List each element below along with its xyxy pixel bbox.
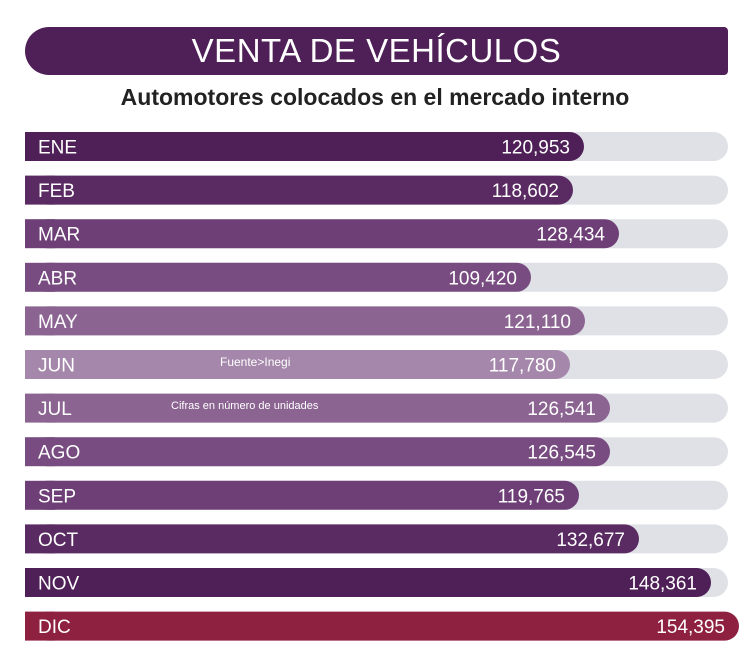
month-label: JUN [38,356,75,377]
bar-jun [33,350,570,379]
bar-may [33,306,585,336]
value-label: 121,110 [504,312,571,333]
value-label: 119,765 [498,486,565,507]
month-label: OCT [38,530,79,551]
value-label: 148,361 [628,574,697,595]
bar-abr [33,262,531,292]
bar-jun-start [25,350,55,379]
bar-abr-start [25,262,55,292]
bar-dic [33,611,739,641]
title-band: VENTA DE VEHÍCULOS [25,27,728,75]
bar-ene-start [25,132,55,161]
bar-may-start [25,306,55,336]
bar-jul [33,393,610,423]
bar-oct-start [25,524,55,554]
bar-ago [33,437,610,467]
bar-mar [33,219,619,249]
bar-dic-start [25,611,55,641]
value-label: 128,434 [536,225,605,246]
month-label: MAY [38,312,78,333]
month-label: DIC [38,617,71,638]
value-label: 118,602 [492,181,559,202]
bar-sep-start [25,480,55,510]
value-label: 154,395 [656,617,725,638]
month-label: ABR [38,268,77,289]
bar-feb-start [25,175,55,205]
bar-jul-start [25,393,55,423]
bar-ene [33,132,584,161]
chart-title: VENTA DE VEHÍCULOS [191,32,562,69]
value-label: 132,677 [556,530,625,551]
value-label: 120,953 [501,138,570,159]
bar-ago-start [25,437,55,467]
value-label: 109,420 [448,268,517,289]
month-label: MAR [38,225,80,246]
month-label: ENE [38,138,77,159]
bar-oct [33,524,639,554]
month-label: JUL [38,399,72,420]
month-label: NOV [38,574,80,595]
value-label: 117,780 [489,356,556,377]
month-label: FEB [38,181,75,202]
bar-mar-start [25,219,55,249]
chart-subtitle: Automotores colocados en el mercado inte… [120,84,630,110]
value-label: 126,541 [527,399,596,420]
bar-nov-start [25,568,55,597]
value-label: 126,545 [527,443,596,464]
bar-sep [33,480,579,510]
units-note: Cifras en número de unidades [171,400,319,412]
month-label: AGO [38,443,80,464]
month-label: SEP [38,486,76,507]
bar-nov [33,568,711,597]
bar-feb [33,175,573,205]
source-note: Fuente>Inegi [220,355,291,369]
